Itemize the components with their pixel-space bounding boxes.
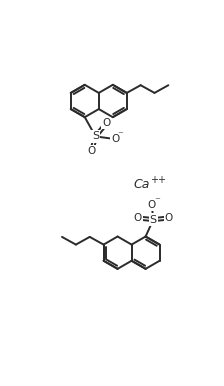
Text: O: O (148, 200, 156, 210)
Text: ⁻: ⁻ (154, 196, 160, 206)
Text: O: O (88, 146, 96, 156)
Text: ++: ++ (150, 174, 166, 185)
Text: ⁻: ⁻ (117, 130, 123, 140)
Text: S: S (92, 131, 99, 141)
Text: Ca: Ca (134, 178, 150, 191)
Text: O: O (102, 119, 110, 128)
Text: O: O (111, 134, 119, 144)
Text: S: S (150, 215, 157, 225)
Text: O: O (165, 213, 173, 223)
Text: O: O (134, 213, 142, 223)
